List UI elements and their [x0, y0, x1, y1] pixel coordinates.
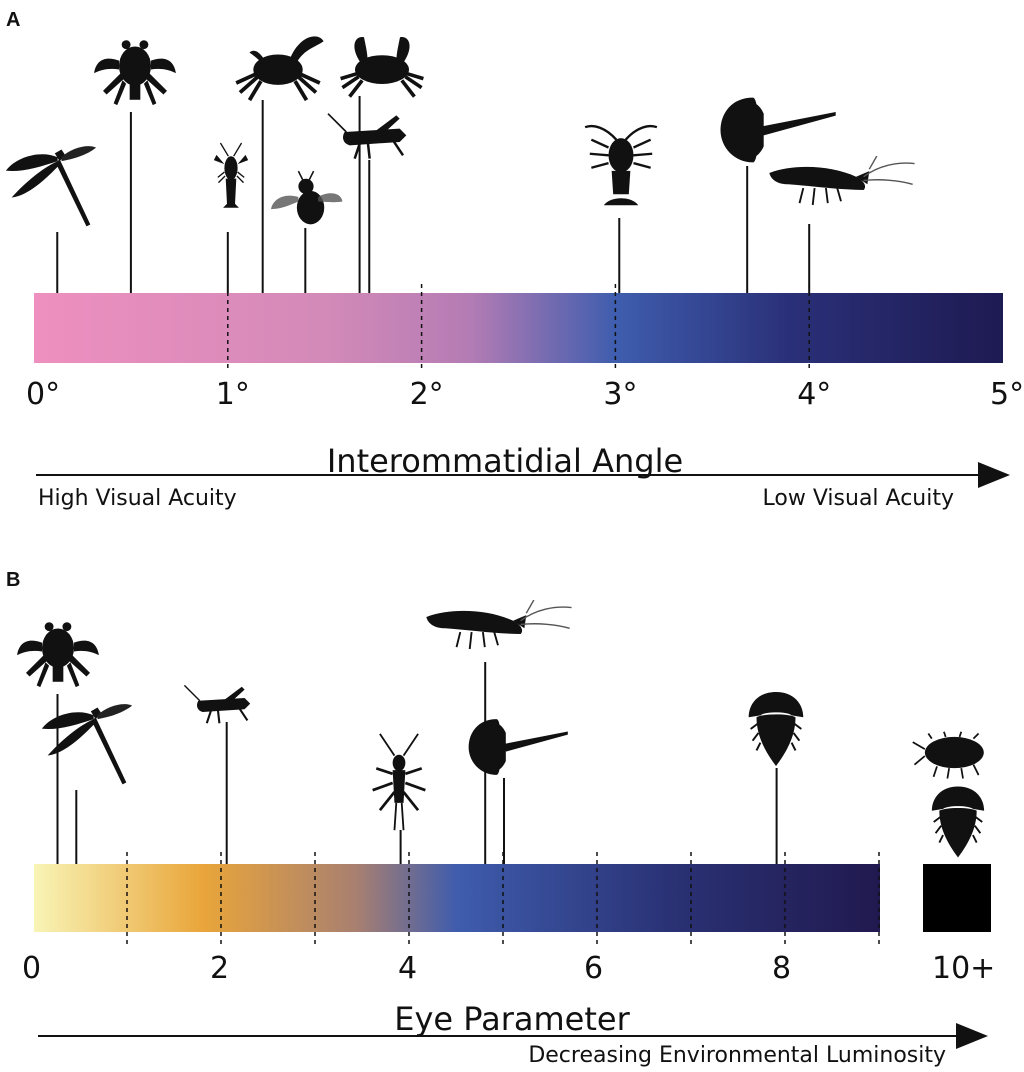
horseshoe-crab-icon	[720, 97, 836, 163]
panel-a-tick-label: 3°	[603, 377, 637, 412]
trilobite-icon	[930, 785, 986, 859]
panel-b-arrow-head	[956, 1023, 988, 1049]
panel-b-tick-label: 4	[398, 951, 417, 986]
panel-b-marker-lines	[56, 662, 778, 864]
panel-b-tick-labels: 0 2 4 6 8 10+	[22, 951, 995, 986]
panel-a-dashed-ticks	[227, 284, 810, 372]
panel-b-letter: B	[6, 569, 20, 591]
panel-a-tick-label: 0°	[26, 377, 60, 412]
panel-a-right-note: Low Visual Acuity	[763, 486, 954, 511]
panel-b-axis-title: Eye Parameter	[394, 1000, 630, 1038]
panel-a-tick-labels: 0° 1° 2° 3° 4° 5°	[26, 377, 1024, 412]
panel-b-ten-plus-block	[923, 864, 991, 932]
panel-b-tick-label: 10+	[932, 951, 995, 986]
panel-a-axis-title: Interommatidial Angle	[327, 442, 683, 480]
crayfish-icon	[212, 142, 250, 209]
panel-a-silhouettes	[5, 34, 916, 227]
panel-b-tick-label: 6	[584, 951, 603, 986]
hermit-crab-icon	[17, 622, 99, 688]
panel-a-left-note: High Visual Acuity	[38, 486, 237, 511]
spiny-lobster-icon	[583, 124, 659, 207]
panel-b-bottom-note: Decreasing Environmental Luminosity	[528, 1043, 946, 1068]
stonefly-icon	[371, 732, 427, 832]
panel-b-tick-label: 2	[210, 951, 229, 986]
panel-a-arrow-head	[978, 462, 1010, 488]
dragonfly-icon	[41, 704, 133, 785]
horseshoe-crab-icon	[468, 719, 568, 775]
panel-b-gradient-bar	[34, 864, 880, 932]
panel-a-gradient-bar	[34, 293, 1003, 363]
shrimp-icon	[425, 600, 573, 651]
panel-a-tick-label: 5°	[990, 377, 1024, 412]
dragonfly-icon	[5, 146, 97, 227]
trilobite-icon	[747, 690, 805, 768]
panel-a-letter: A	[6, 9, 20, 31]
bee-icon	[270, 170, 344, 226]
panel-a-tick-label: 1°	[216, 377, 250, 412]
panel-b-silhouettes	[17, 600, 986, 859]
panel-b-tick-label: 8	[772, 951, 791, 986]
panel-a-tick-label: 4°	[797, 377, 831, 412]
panel-a-tick-label: 2°	[410, 377, 444, 412]
panel-b-tick-label: 0	[22, 951, 41, 986]
isopod-icon	[911, 730, 985, 780]
crab-icon	[338, 35, 426, 99]
grasshopper-icon	[326, 112, 408, 161]
fiddler-crab-icon	[234, 34, 326, 102]
shrimp-icon	[768, 156, 916, 206]
panel-a-marker-lines	[56, 96, 811, 293]
hermit-crab-icon	[94, 40, 176, 106]
grasshopper-icon	[182, 684, 252, 725]
